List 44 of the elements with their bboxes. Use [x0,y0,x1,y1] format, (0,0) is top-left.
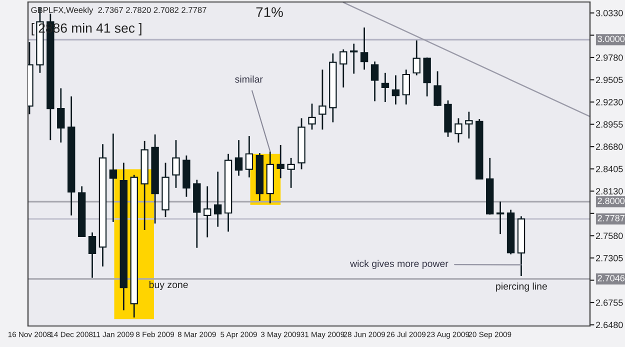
candlestick [402,68,410,106]
y-tick-label: 2.9505 [596,76,623,84]
candlestick [204,186,212,238]
y-tick-label: 3.0330 [596,10,623,16]
ref-line-label: 3.0000 [598,36,625,42]
annotation: piercing line [496,282,547,292]
candlestick [88,232,96,278]
candlestick [412,40,420,76]
ref-line-label: 2.8000 [598,198,625,204]
y-tick-label: 2.6480 [596,322,623,328]
ref-line-label: 2.7787 [598,214,624,222]
y-tick-label: 2.6755 [596,299,623,306]
candlestick [57,88,65,144]
candlestick [496,200,504,235]
y-tick-label: 2.8955 [596,121,623,128]
candlestick [370,60,379,102]
candlestick [109,132,118,223]
candlestick [245,135,254,178]
ref-line-label: 2.7046 [598,274,625,282]
candlestick [234,139,243,176]
candlestick [381,72,390,103]
candlestick [340,48,348,88]
y-tick-label: 2.7580 [596,232,623,240]
annotation: 71% [256,7,283,18]
y-tick-label: 2.9780 [596,54,623,61]
candlestick [214,171,222,228]
candlestick [350,43,358,74]
candlestick [276,144,284,179]
annotation: similar [235,76,263,83]
candlestick [454,118,462,144]
candlestick [434,70,442,107]
y-tick-label: 2.7305 [596,254,623,262]
candlestick [287,157,295,189]
y-tick-label: 2.8680 [596,144,623,150]
y-tick-label: 2.9230 [596,99,623,106]
y-tick-label: 2.8405 [596,166,623,172]
candlestick [308,102,316,130]
y-tick-label: 2.8130 [596,188,623,194]
candlestick [360,26,368,70]
candlestick [392,74,400,106]
candlestick [172,139,180,189]
candlestick [465,111,473,140]
annotation: wick gives more power [350,260,448,269]
candlestick [318,68,326,130]
